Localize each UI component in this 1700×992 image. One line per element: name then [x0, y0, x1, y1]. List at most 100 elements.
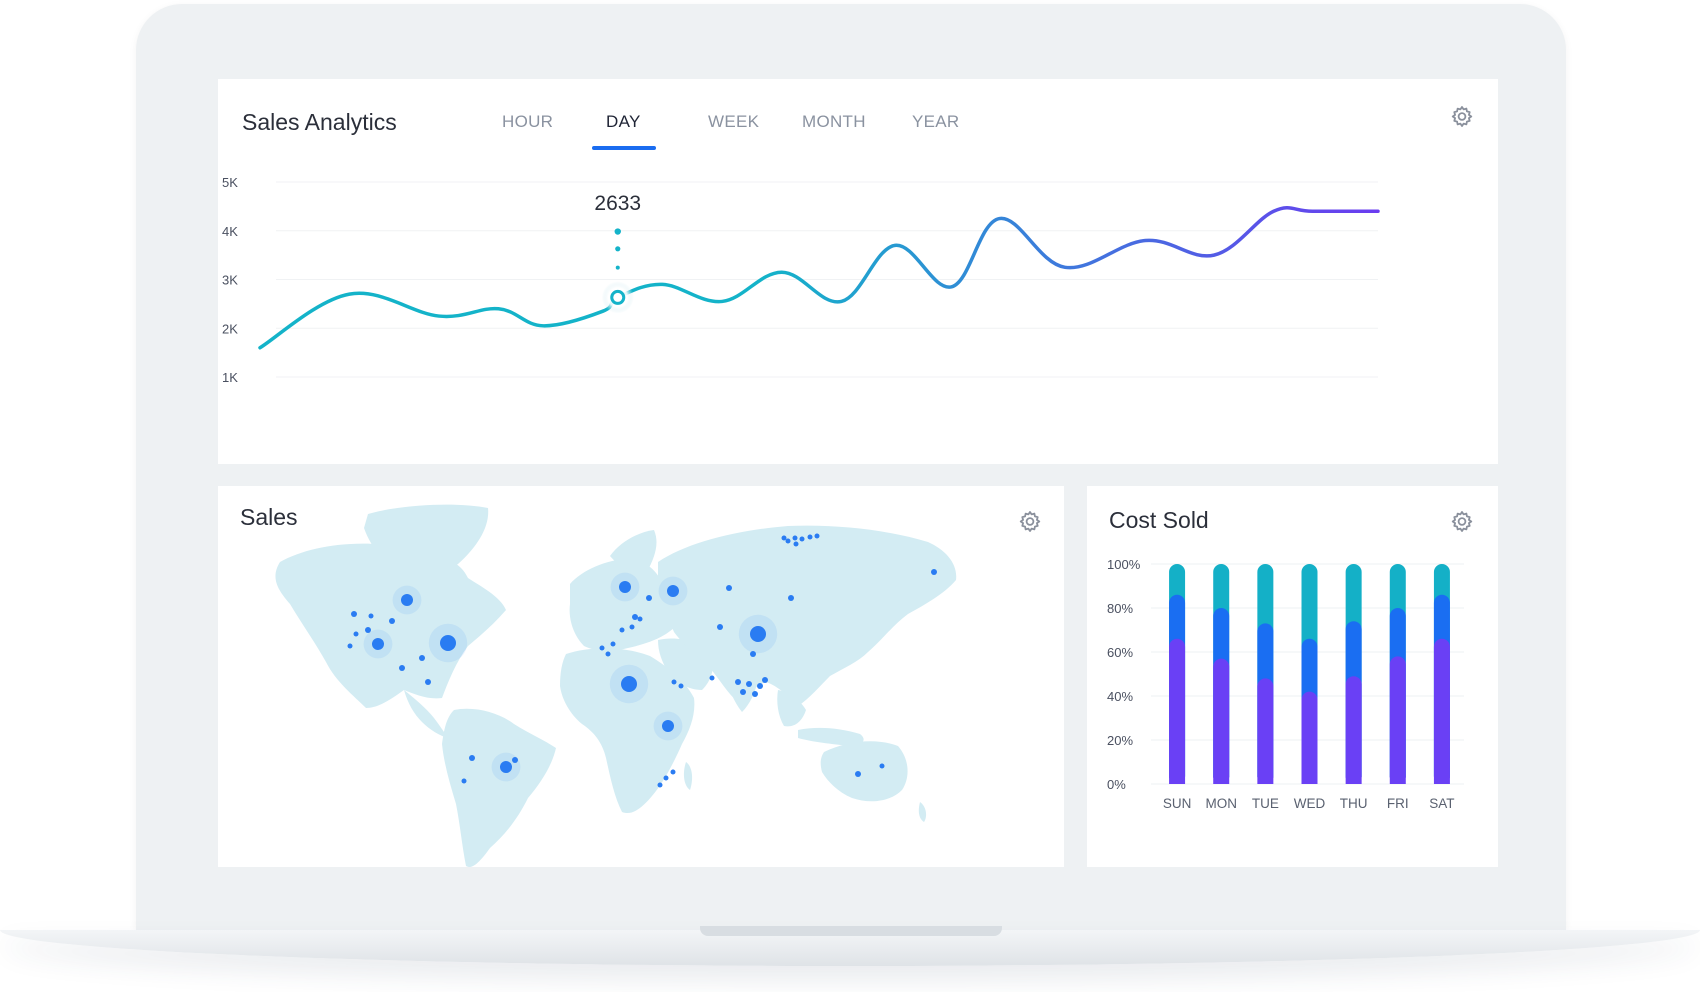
sales-dot	[726, 585, 732, 591]
gear-icon[interactable]	[1018, 510, 1042, 534]
sales-dot	[469, 755, 475, 761]
sales-dot	[599, 645, 605, 651]
sales-dot	[461, 778, 467, 784]
sales-analytics-card: 5K 4K 3K 2K 1K 2633 Sales Analytics HOUR DAY …	[218, 79, 1498, 464]
map-south-america	[442, 708, 556, 867]
map-india	[726, 665, 758, 712]
cost-sold-card: 100% 80% 60% 40% 20% 0% SUN MON TUE WED THU FRI SAT …	[1087, 486, 1498, 867]
sales-dot	[351, 611, 357, 617]
map-africa	[560, 648, 695, 814]
sales-dot	[762, 677, 768, 683]
sales-dot	[735, 679, 741, 685]
y-tick-label: 80%	[1107, 601, 1133, 616]
bar-segment	[1345, 676, 1362, 784]
sales-dot	[347, 643, 353, 649]
x-tick-label: TUE	[1252, 796, 1279, 811]
sales-dot	[368, 613, 374, 619]
sales-dot	[740, 689, 746, 695]
sales-dot	[671, 679, 677, 685]
y-tick-label: 5K	[222, 175, 238, 190]
laptop-notch	[700, 926, 1002, 936]
cost-sold-bar-chart: 100% 80% 60% 40% 20% 0% SUN MON TUE WED THU FRI SAT	[1107, 557, 1464, 811]
y-tick-label: 3K	[222, 273, 238, 288]
sales-dot	[709, 675, 715, 681]
sales-dots	[347, 533, 937, 788]
bar-base	[1213, 776, 1230, 784]
bar-segment	[1433, 638, 1450, 784]
sales-title: Sales	[240, 504, 298, 530]
sales-dot	[629, 624, 635, 630]
sales-dot	[746, 681, 752, 687]
tab-month[interactable]: MONTH	[802, 112, 866, 131]
gear-icon[interactable]	[1450, 510, 1474, 534]
bar-base	[1345, 776, 1362, 784]
sales-dot	[670, 769, 676, 775]
sales-dot	[389, 618, 395, 624]
tab-day[interactable]: DAY	[606, 112, 641, 131]
map-north-america	[275, 543, 506, 708]
sales-dot	[419, 655, 425, 661]
sales-dot	[621, 676, 637, 692]
bar-segment	[1257, 678, 1274, 784]
sales-dot	[667, 585, 679, 597]
sales-dot	[353, 631, 359, 637]
map-europe	[569, 558, 679, 651]
sales-dot	[637, 616, 643, 622]
sales-series-line	[258, 206, 1380, 350]
sales-dot	[663, 775, 669, 781]
y-tick-label: 20%	[1107, 733, 1133, 748]
y-tick-label: 0%	[1107, 777, 1126, 792]
sales-dot	[788, 595, 794, 601]
sales-dot	[781, 535, 787, 541]
tab-hour[interactable]: HOUR	[502, 112, 554, 131]
sales-dot	[365, 627, 371, 633]
sales-dot	[793, 541, 799, 547]
sales-dot	[657, 782, 663, 788]
sales-dot	[605, 651, 611, 657]
bar-base	[1301, 776, 1318, 784]
highlight-value-label: 2633	[594, 192, 641, 215]
map-indonesia	[798, 727, 864, 746]
sales-dot	[814, 533, 820, 539]
tab-year[interactable]: YEAR	[912, 112, 960, 131]
gear-icon[interactable]	[1450, 105, 1474, 129]
sales-dot	[662, 720, 674, 732]
highlight-guide-dot	[615, 246, 621, 252]
sales-dot	[619, 581, 631, 593]
y-tick-label: 1K	[222, 370, 238, 385]
sales-dot	[717, 624, 723, 630]
map-madagascar	[683, 762, 693, 790]
bar-segment	[1169, 638, 1186, 784]
sales-dot	[879, 763, 885, 769]
sales-dot	[646, 595, 652, 601]
sales-dot	[757, 683, 763, 689]
x-tick-label: SUN	[1163, 796, 1192, 811]
highlight-point	[610, 289, 626, 305]
sales-dot	[440, 635, 456, 651]
sales-dot	[792, 535, 798, 541]
highlight-guide-dot	[615, 265, 620, 270]
world-map	[275, 504, 957, 867]
sales-map-card: Sales	[218, 486, 1064, 867]
tab-week[interactable]: WEEK	[708, 112, 760, 131]
world-map-land	[275, 504, 957, 867]
y-tick-label: 2K	[222, 321, 238, 336]
y-tick-label: 40%	[1107, 689, 1133, 704]
sales-dot	[750, 626, 766, 642]
map-asia	[658, 525, 957, 706]
y-tick-label: 60%	[1107, 645, 1133, 660]
bar-base	[1389, 776, 1406, 784]
bar-segment	[1301, 691, 1318, 784]
sales-dot	[500, 761, 512, 773]
active-tab-underline	[592, 146, 656, 150]
x-tick-label: THU	[1340, 796, 1368, 811]
sales-dot	[799, 536, 805, 542]
sales-dot	[752, 691, 758, 697]
map-scandinavia	[610, 530, 657, 572]
sales-dot	[610, 641, 616, 647]
sales-dot	[931, 569, 937, 575]
sales-dot	[632, 614, 638, 620]
sales-dot	[807, 534, 813, 540]
map-australia	[820, 741, 908, 802]
bar-segment	[1213, 658, 1230, 784]
